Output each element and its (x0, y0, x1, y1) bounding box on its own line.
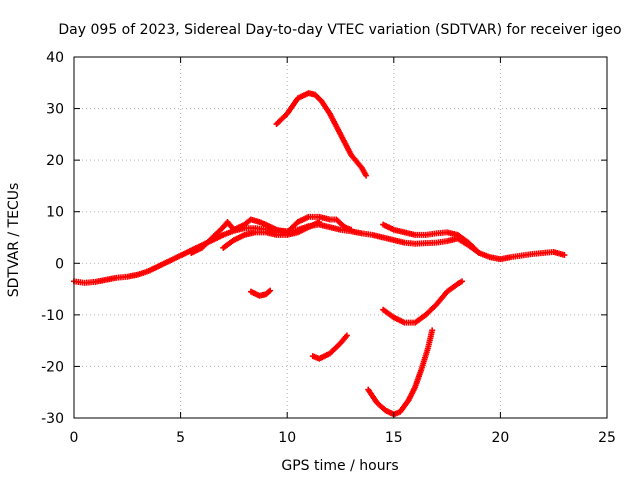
x-tick-label: 25 (598, 430, 616, 446)
x-tick-label: 0 (70, 430, 79, 446)
series-track-8 (380, 278, 466, 326)
series-track-9 (365, 327, 436, 418)
y-tick-label: -20 (41, 359, 64, 375)
x-tick-label: 5 (176, 430, 185, 446)
y-tick-label: -30 (41, 411, 64, 427)
series-track-6 (247, 287, 274, 299)
data-series (71, 90, 568, 418)
data-point (474, 248, 481, 255)
plot-frame (73, 56, 608, 419)
x-tick-label: 15 (385, 430, 403, 446)
axes: 0 5 10 15 20 25 -30 -20 -10 0 10 20 30 40 (41, 50, 616, 446)
x-tick-label: 10 (278, 430, 296, 446)
data-point (267, 287, 274, 294)
y-tick-label: 0 (55, 256, 64, 272)
series-track-4 (380, 221, 483, 256)
x-axis-label: GPS time / hours (281, 458, 398, 474)
y-tick-label: 40 (46, 50, 64, 66)
chart-title: Day 095 of 2023, Sidereal Day-to-day VTE… (58, 22, 621, 38)
data-point (266, 288, 273, 295)
data-point (429, 327, 436, 334)
series-track-3 (220, 219, 323, 251)
y-tick-label: -10 (41, 308, 64, 324)
data-point (561, 252, 568, 259)
series-track-5 (273, 90, 370, 179)
data-point (316, 219, 323, 226)
y-axis-label: SDTVAR / TECUs (6, 183, 22, 298)
data-point (459, 278, 466, 285)
y-tick-label: 10 (46, 205, 64, 221)
data-point (343, 332, 350, 339)
y-tick-label: 20 (46, 153, 64, 169)
data-point (476, 249, 483, 256)
series-track-2 (188, 213, 355, 256)
series-track-7 (309, 332, 350, 362)
x-tick-label: 20 (491, 430, 509, 446)
y-tick-label: 30 (46, 102, 64, 118)
data-point (348, 226, 355, 233)
data-point (363, 172, 370, 179)
